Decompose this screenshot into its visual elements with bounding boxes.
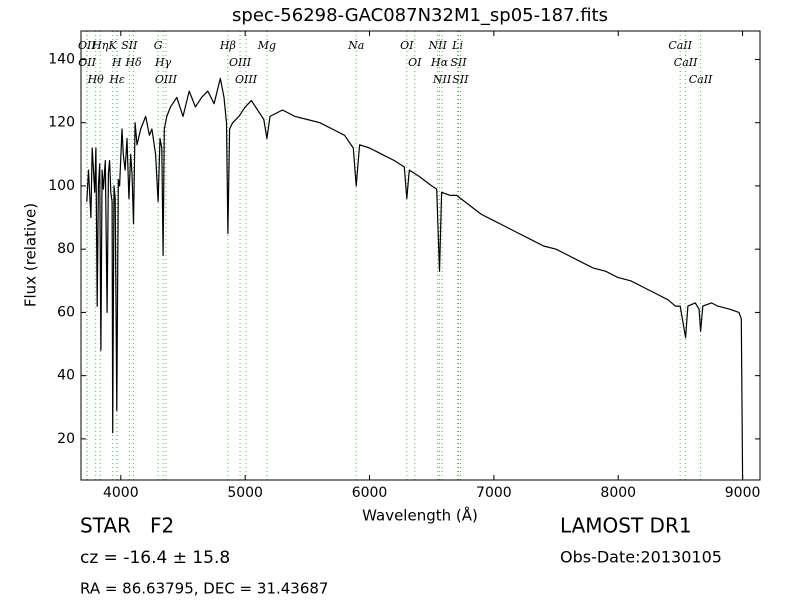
coordinates: RA = 86.63795, DEC = 31.43687 — [80, 580, 328, 598]
spectral-line-label: G — [154, 39, 163, 52]
x-tick-label: 5000 — [227, 485, 263, 501]
spectral-line-label: Hθ — [87, 73, 105, 86]
spectral-line-label: H — [111, 56, 122, 69]
y-axis-label: Flux (relative) — [22, 203, 40, 307]
x-axis-label: Wavelength (Å) — [362, 506, 478, 525]
spectral-line-label: Hδ — [124, 56, 142, 69]
spectral-line-label: OIII — [155, 73, 178, 86]
x-tick-label: 7000 — [476, 485, 512, 501]
spectral-line-label: NII — [427, 39, 447, 52]
spectral-line-label: Hα — [430, 56, 449, 69]
spectral-line-label: SII — [452, 73, 469, 86]
spectral-line-label: CaII — [668, 39, 692, 52]
spectral-line-label: OIII — [235, 73, 258, 86]
y-tick-label: 100 — [48, 178, 75, 194]
spectral-line-label: Li — [451, 39, 463, 52]
x-tick-label: 4000 — [103, 485, 139, 501]
x-tick-label: 9000 — [725, 485, 761, 501]
spectral-line-label: SII — [450, 56, 467, 69]
spectral-line-label: OII — [78, 39, 96, 52]
spectral-line-label: Na — [347, 39, 364, 52]
object-class: STAR F2 — [80, 514, 174, 538]
spectral-line-label: CaII — [689, 73, 713, 86]
x-tick-label: 6000 — [352, 485, 388, 501]
x-tick-label: 8000 — [600, 485, 636, 501]
spectral-line-label: SII — [121, 39, 138, 52]
y-tick-label: 140 — [48, 51, 75, 67]
spectral-line-label: OI — [408, 56, 422, 69]
spectral-line-label: Hε — [108, 73, 125, 86]
y-tick-label: 20 — [57, 431, 75, 447]
spectrum-line — [86, 77, 744, 481]
spectral-line-label: Hη — [91, 39, 109, 52]
spectral-line-label: CaII — [674, 56, 698, 69]
y-tick-label: 80 — [57, 241, 75, 257]
survey: LAMOST DR1 — [560, 514, 692, 538]
spectral-line-label: NII — [432, 73, 452, 86]
y-tick-label: 40 — [57, 368, 75, 384]
spectral-line-label: Hγ — [154, 56, 172, 69]
chart-title: spec-56298-GAC087N32M1_sp05-187.fits — [232, 5, 608, 26]
spectral-line-label: OI — [400, 39, 414, 52]
spectral-line-label: Mg — [257, 39, 276, 52]
spectral-line-label: OIII — [229, 56, 252, 69]
plot-frame — [80, 30, 761, 481]
spectral-line-label: K — [107, 39, 117, 52]
y-tick-label: 120 — [48, 115, 75, 131]
y-tick-label: 60 — [57, 304, 75, 320]
spectral-line-label: Hβ — [219, 39, 236, 52]
obs-date: Obs-Date:20130105 — [560, 548, 722, 567]
redshift: cz = -16.4 ± 15.8 — [80, 548, 230, 568]
